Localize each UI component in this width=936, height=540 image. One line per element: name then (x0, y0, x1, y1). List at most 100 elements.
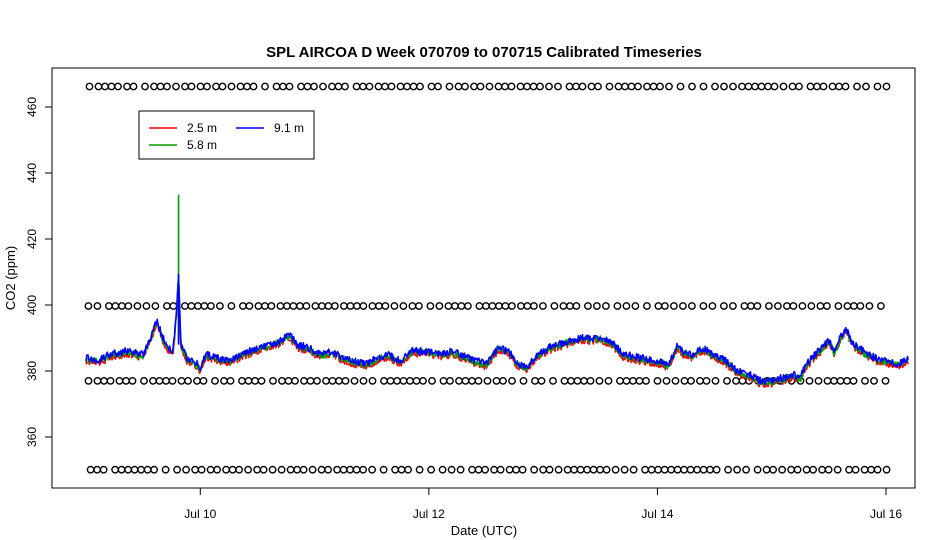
flag-marker (455, 376, 463, 385)
flag-marker (151, 302, 160, 310)
flag-marker (531, 376, 539, 385)
flag-marker (554, 465, 563, 474)
flag-marker (322, 376, 330, 385)
y-tick-label: 400 (25, 295, 39, 315)
flag-marker (841, 82, 850, 91)
flag-marker (881, 376, 890, 385)
flag-marker (245, 302, 254, 310)
flag-marker (193, 376, 201, 385)
flag-marker (285, 82, 294, 91)
flag-marker (277, 465, 286, 474)
flag-marker (180, 302, 189, 310)
flag-marker (696, 376, 704, 385)
flag-marker (368, 376, 377, 385)
flag-marker (530, 465, 538, 474)
flag-marker (802, 465, 811, 474)
flag-marker (830, 376, 838, 385)
flag-marker (693, 465, 701, 474)
flag-marker (300, 376, 308, 385)
flag-marker (414, 302, 423, 310)
flag-marker (865, 302, 874, 310)
flag-marker (244, 465, 253, 474)
flag-marker (156, 82, 165, 91)
flag-marker (335, 376, 343, 385)
flag-marker (732, 376, 740, 385)
flag-marker (454, 82, 463, 91)
flag-marker (798, 302, 807, 310)
flag-marker (211, 376, 219, 385)
data-series (85, 194, 909, 389)
flag-marker (783, 302, 791, 310)
flag-marker (753, 302, 762, 310)
flag-marker (324, 302, 333, 310)
flag-marker (161, 465, 170, 474)
flag-marker (333, 465, 341, 474)
flag-marker (415, 465, 424, 474)
flag-marker (738, 82, 746, 91)
flag-marker (243, 82, 251, 91)
flag-marker (457, 302, 466, 310)
flag-marker (573, 376, 582, 385)
series-line-5-8-m (85, 277, 909, 387)
flag-marker (795, 82, 803, 91)
flag-marker (272, 82, 281, 91)
flag-marker (843, 376, 851, 385)
flag-marker (793, 465, 802, 474)
flag-marker (485, 82, 494, 91)
flag-marker (860, 465, 869, 474)
flag-marker (227, 82, 236, 91)
flag-marker (536, 82, 544, 91)
flag-marker (84, 302, 93, 310)
flag-marker (501, 82, 509, 91)
flag-marker (643, 302, 651, 310)
flag-marker (359, 376, 368, 385)
legend-label: 5.8 m (187, 138, 217, 152)
flag-marker (276, 302, 285, 310)
flag-marker (236, 82, 245, 91)
flag-marker (269, 376, 277, 385)
flag-marker (380, 376, 388, 385)
flag-marker (523, 302, 532, 310)
flag-marker (111, 465, 120, 474)
flag-marker (680, 465, 688, 474)
flag-marker (512, 465, 520, 474)
flag-marker (212, 82, 220, 91)
flag-marker (426, 302, 435, 310)
flag-marker (851, 465, 860, 474)
flag-markers (84, 82, 891, 474)
flag-marker (215, 302, 224, 310)
flag-marker (368, 465, 376, 474)
flag-marker (468, 376, 476, 385)
y-axis-label: CO2 (ppm) (3, 246, 18, 310)
flag-marker (507, 302, 516, 310)
flag-marker (665, 82, 673, 91)
flag-marker (352, 82, 361, 91)
flag-marker (641, 465, 649, 474)
flag-marker (620, 465, 629, 474)
flag-marker (660, 465, 669, 474)
flag-marker (814, 376, 823, 385)
flag-marker (788, 82, 797, 91)
flag-marker (352, 302, 361, 310)
flag-marker (172, 82, 180, 91)
flag-marker (445, 82, 454, 91)
y-axis: 360 380 400 420 440 460 (25, 97, 53, 447)
y-tick-label: 360 (25, 427, 39, 447)
flag-marker (261, 82, 269, 91)
flag-marker (861, 376, 869, 385)
flag-marker (474, 465, 483, 474)
flag-marker (635, 376, 644, 385)
flag-marker (834, 302, 843, 310)
flag-marker (365, 82, 374, 91)
flag-marker (806, 82, 815, 91)
flag-marker (399, 302, 408, 310)
flag-marker (399, 376, 408, 385)
flag-marker (444, 302, 453, 310)
flag-marker (699, 82, 708, 91)
flag-marker (853, 82, 861, 91)
legend-label: 9.1 m (274, 121, 304, 135)
flag-marker (751, 82, 759, 91)
flag-marker (374, 302, 383, 310)
flag-marker (769, 465, 777, 474)
flag-marker (589, 465, 598, 474)
